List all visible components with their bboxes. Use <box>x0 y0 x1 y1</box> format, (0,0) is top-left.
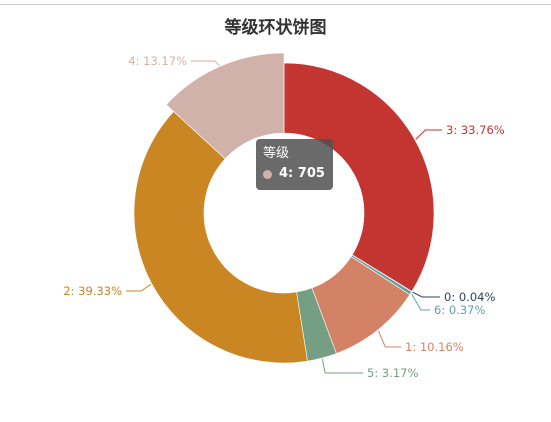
slice-4[interactable] <box>165 52 285 160</box>
leader-line-1 <box>377 330 401 348</box>
leader-line-3 <box>415 129 442 140</box>
tooltip-title: 等级 <box>263 146 290 161</box>
slice-label-4: 4: 13.17% <box>128 54 187 68</box>
slice-label-3: 3: 33.76% <box>446 123 505 137</box>
tooltip-row: 4: 705 <box>263 164 325 184</box>
slice-label-6: 6: 0.37% <box>434 303 485 317</box>
slice-label-1: 1: 10.16% <box>405 340 464 354</box>
slice-2[interactable] <box>133 111 308 364</box>
leader-line-4 <box>191 60 220 66</box>
slice-label-2: 2: 39.33% <box>63 284 122 298</box>
slice-label-0: 0: 0.04% <box>444 290 495 304</box>
chart-title: 等级环状饼图 <box>224 18 327 38</box>
leader-line-5 <box>321 358 363 374</box>
leader-line-2 <box>126 283 152 292</box>
leader-line-6 <box>411 293 430 311</box>
top-divider <box>0 4 551 5</box>
slice-3[interactable] <box>283 62 435 292</box>
leader-line-0 <box>412 291 440 298</box>
tooltip-color-dot <box>263 169 272 179</box>
chart-tooltip: 等级 4: 705 <box>256 139 333 190</box>
slice-label-5: 5: 3.17% <box>367 366 418 380</box>
slice-labels: 3: 33.76% 0: 0.04%6: 0.37% 1: 10.16% 5: 3.1… <box>63 54 504 380</box>
tooltip-value: 4: 705 <box>279 166 325 181</box>
slices <box>133 52 435 364</box>
